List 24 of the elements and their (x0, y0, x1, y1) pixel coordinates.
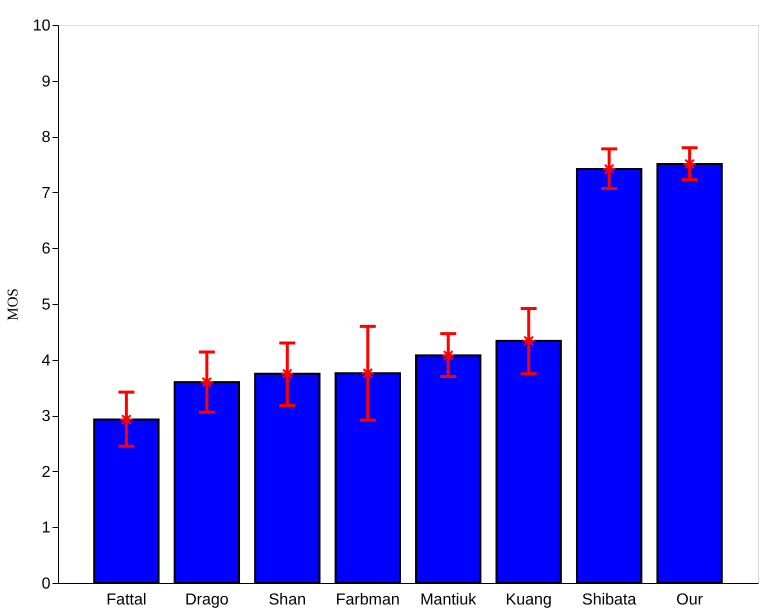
x-tick-label: Farbman (336, 592, 400, 608)
point (522, 334, 536, 348)
x-tick-label: Kuang (506, 592, 552, 608)
y-tick-label: 2 (42, 464, 51, 481)
y-tick-label: 5 (42, 296, 51, 314)
y-tick-label: 0 (42, 576, 51, 592)
point (280, 366, 294, 381)
y-tick-label: 3 (42, 408, 51, 426)
x-tick-label: Shan (268, 592, 306, 608)
point (360, 366, 375, 380)
x-tick-label: Drago (185, 592, 229, 608)
y-tick-label: 6 (42, 240, 51, 258)
y-tick-label: 9 (42, 73, 51, 90)
x-tick-label: Mantiuk (420, 592, 478, 608)
y-tick-label: 4 (42, 352, 51, 370)
y-axis-title: MOS (6, 288, 22, 321)
x-tick-label: Our (676, 592, 704, 608)
point (441, 348, 456, 362)
y-tick-label: 10 (32, 18, 51, 34)
y-tick-label: 1 (42, 520, 51, 537)
y-tick-label: 7 (42, 184, 51, 202)
y-tick-label: 8 (42, 129, 51, 146)
x-tick-label: Fattal (106, 592, 146, 608)
x-tick-label: Shibata (582, 592, 636, 608)
